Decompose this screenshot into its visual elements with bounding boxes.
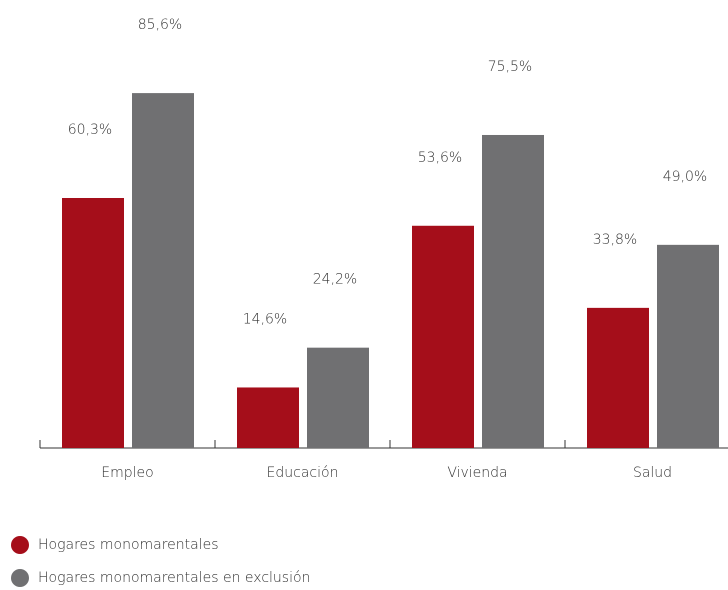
bar <box>62 197 124 448</box>
bar <box>237 387 299 448</box>
x-tick-label: Educación <box>267 465 339 481</box>
legend-label: Hogares monomarentales en exclusión <box>38 570 310 586</box>
bar <box>307 347 369 448</box>
legend-swatch <box>11 569 29 587</box>
x-tick-label: Vivienda <box>447 465 507 481</box>
x-tick-label: Empleo <box>101 465 153 481</box>
legend-swatch <box>11 536 29 554</box>
data-label: 49,0% <box>663 169 707 185</box>
legend-label: Hogares monomarentales <box>38 537 219 553</box>
bar <box>587 307 649 448</box>
bar <box>412 225 474 448</box>
data-label: 75,5% <box>488 59 532 75</box>
bar <box>482 134 544 449</box>
bar <box>657 244 719 448</box>
data-label: 60,3% <box>68 122 112 138</box>
x-tick-label: Salud <box>633 465 672 481</box>
data-label: 85,6% <box>138 17 182 33</box>
data-label: 24,2% <box>313 272 357 288</box>
data-label: 53,6% <box>418 150 462 166</box>
bar <box>132 93 194 448</box>
data-label: 14,6% <box>243 311 287 327</box>
data-label: 33,8% <box>593 232 637 248</box>
